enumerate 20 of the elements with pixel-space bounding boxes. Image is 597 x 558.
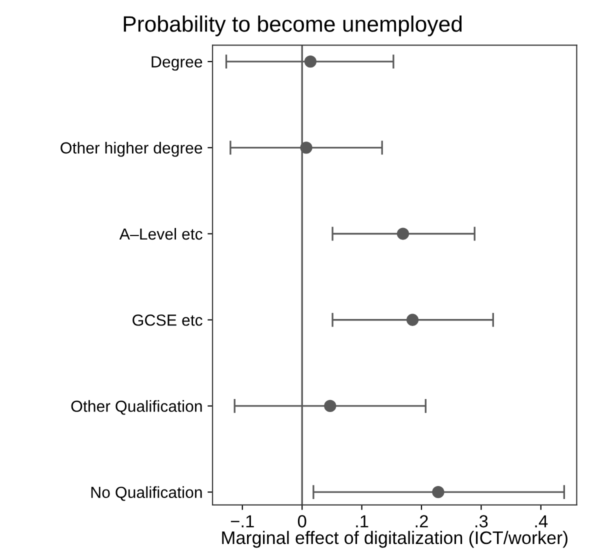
- x-tick-label: .3: [476, 515, 488, 528]
- point: [396, 228, 410, 240]
- chart-title: Probability to become unemployed: [124, 16, 462, 36]
- point: [300, 142, 312, 154]
- point: [324, 400, 336, 412]
- y-tick-label: GCSE etc: [132, 314, 202, 326]
- y-tick-label: Other higher degree: [60, 142, 202, 157]
- point: [304, 55, 317, 68]
- point: [406, 314, 419, 326]
- y-tick-label: No Qualification: [91, 486, 202, 501]
- x-axis-title: Marginal effect of digitalization (ICT/worker): [222, 530, 568, 548]
- x-tick-label: .1: [356, 515, 368, 528]
- y-tick-label: A–Level etc: [119, 228, 202, 240]
- point: [432, 486, 444, 498]
- x-tick-label: 0: [298, 515, 306, 528]
- x-tick-label: −.1: [230, 515, 254, 528]
- y-tick-label: Other Qualification: [71, 400, 202, 415]
- x-tick-label: .2: [416, 515, 428, 528]
- x-tick-label: .4: [535, 515, 548, 528]
- y-tick-label: Degree: [152, 56, 202, 71]
